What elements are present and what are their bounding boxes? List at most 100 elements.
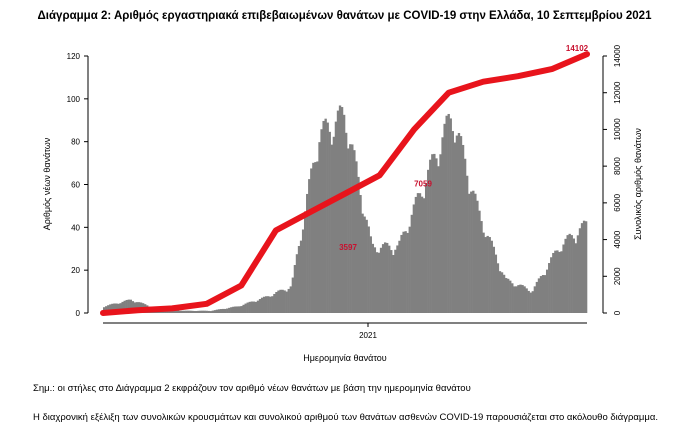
bar [281, 289, 284, 313]
bar [400, 234, 403, 313]
bar [437, 166, 440, 313]
bar [424, 183, 428, 313]
bar [232, 306, 235, 313]
bar [308, 179, 311, 313]
bar [457, 133, 461, 313]
bar [217, 309, 221, 313]
bar [301, 229, 305, 313]
bar [392, 255, 395, 313]
bar [548, 263, 551, 313]
bar [406, 232, 409, 313]
bar [412, 204, 416, 313]
bar [199, 310, 202, 313]
bar [496, 263, 500, 313]
bar [539, 276, 543, 313]
bar [201, 310, 204, 313]
bar [373, 247, 377, 313]
bar [320, 129, 323, 313]
bar [359, 195, 362, 313]
bar [445, 115, 448, 313]
bar [521, 285, 524, 313]
bar [330, 144, 333, 313]
bar [215, 309, 219, 313]
bar [306, 193, 309, 313]
bar [433, 153, 436, 313]
bar [490, 240, 493, 313]
bar [332, 136, 336, 313]
annotations: 3597 7059 14102 [339, 44, 589, 252]
bar [326, 122, 329, 313]
bar [574, 243, 578, 313]
bar [287, 288, 290, 313]
bar [416, 193, 420, 313]
bar [381, 244, 385, 313]
bar [224, 308, 227, 313]
bar [472, 190, 475, 313]
bar [480, 221, 483, 313]
bar [271, 296, 274, 313]
bar [219, 309, 223, 313]
bar [172, 309, 176, 313]
bar [550, 257, 553, 313]
bar [238, 306, 241, 313]
bar [324, 118, 327, 313]
bar [422, 198, 426, 313]
bar [414, 196, 418, 313]
bar [507, 278, 510, 313]
bar [476, 200, 479, 313]
description-text: Η διαχρονική εξέλιξη των συνολικών κρουσ… [33, 412, 659, 423]
bar [191, 310, 194, 313]
bar [269, 296, 272, 313]
bar [256, 300, 260, 313]
bar [265, 296, 268, 313]
annotation-label: 14102 [566, 44, 589, 53]
bar [396, 245, 399, 313]
chart-title: Διάγραμμα 2: Αριθμός εργαστηριακά επιβεβ… [37, 10, 652, 22]
bar [363, 216, 366, 313]
bar [275, 292, 278, 313]
bar [447, 113, 450, 313]
bar [248, 301, 251, 313]
bar [369, 236, 372, 313]
bar [377, 252, 381, 313]
cumulative-line [100, 51, 590, 316]
bar [572, 238, 575, 313]
right-tick-label: 0 [613, 310, 622, 315]
bar [578, 228, 582, 313]
right-tick-label: 4000 [613, 230, 622, 248]
bar [357, 176, 360, 313]
bar [431, 154, 434, 313]
bar [375, 252, 379, 313]
bar [205, 310, 208, 313]
bar [517, 285, 520, 313]
bar [527, 290, 530, 313]
right-tick-label: 2000 [613, 267, 622, 285]
bar [230, 307, 233, 313]
bar [203, 310, 206, 313]
bar [242, 304, 245, 313]
bar [351, 144, 354, 313]
bar [584, 221, 588, 313]
bar [410, 214, 413, 313]
bar [310, 168, 313, 313]
bar [293, 265, 297, 313]
bar [185, 310, 188, 313]
bar [285, 291, 288, 313]
bar [552, 252, 555, 313]
bar [244, 303, 247, 313]
bar [500, 272, 504, 313]
bar [123, 300, 126, 313]
bar [178, 310, 182, 313]
bar [402, 231, 405, 313]
bar [558, 251, 561, 313]
bar [211, 310, 215, 313]
bar [386, 242, 389, 313]
y-axis-label: Αριθμός νέων θανάτων [42, 137, 52, 230]
bar [515, 286, 518, 313]
left-tick-label: 60 [71, 181, 80, 190]
bar [267, 296, 270, 313]
bar [478, 210, 481, 313]
bar [383, 242, 387, 313]
bar [470, 191, 473, 313]
bar [580, 223, 584, 313]
